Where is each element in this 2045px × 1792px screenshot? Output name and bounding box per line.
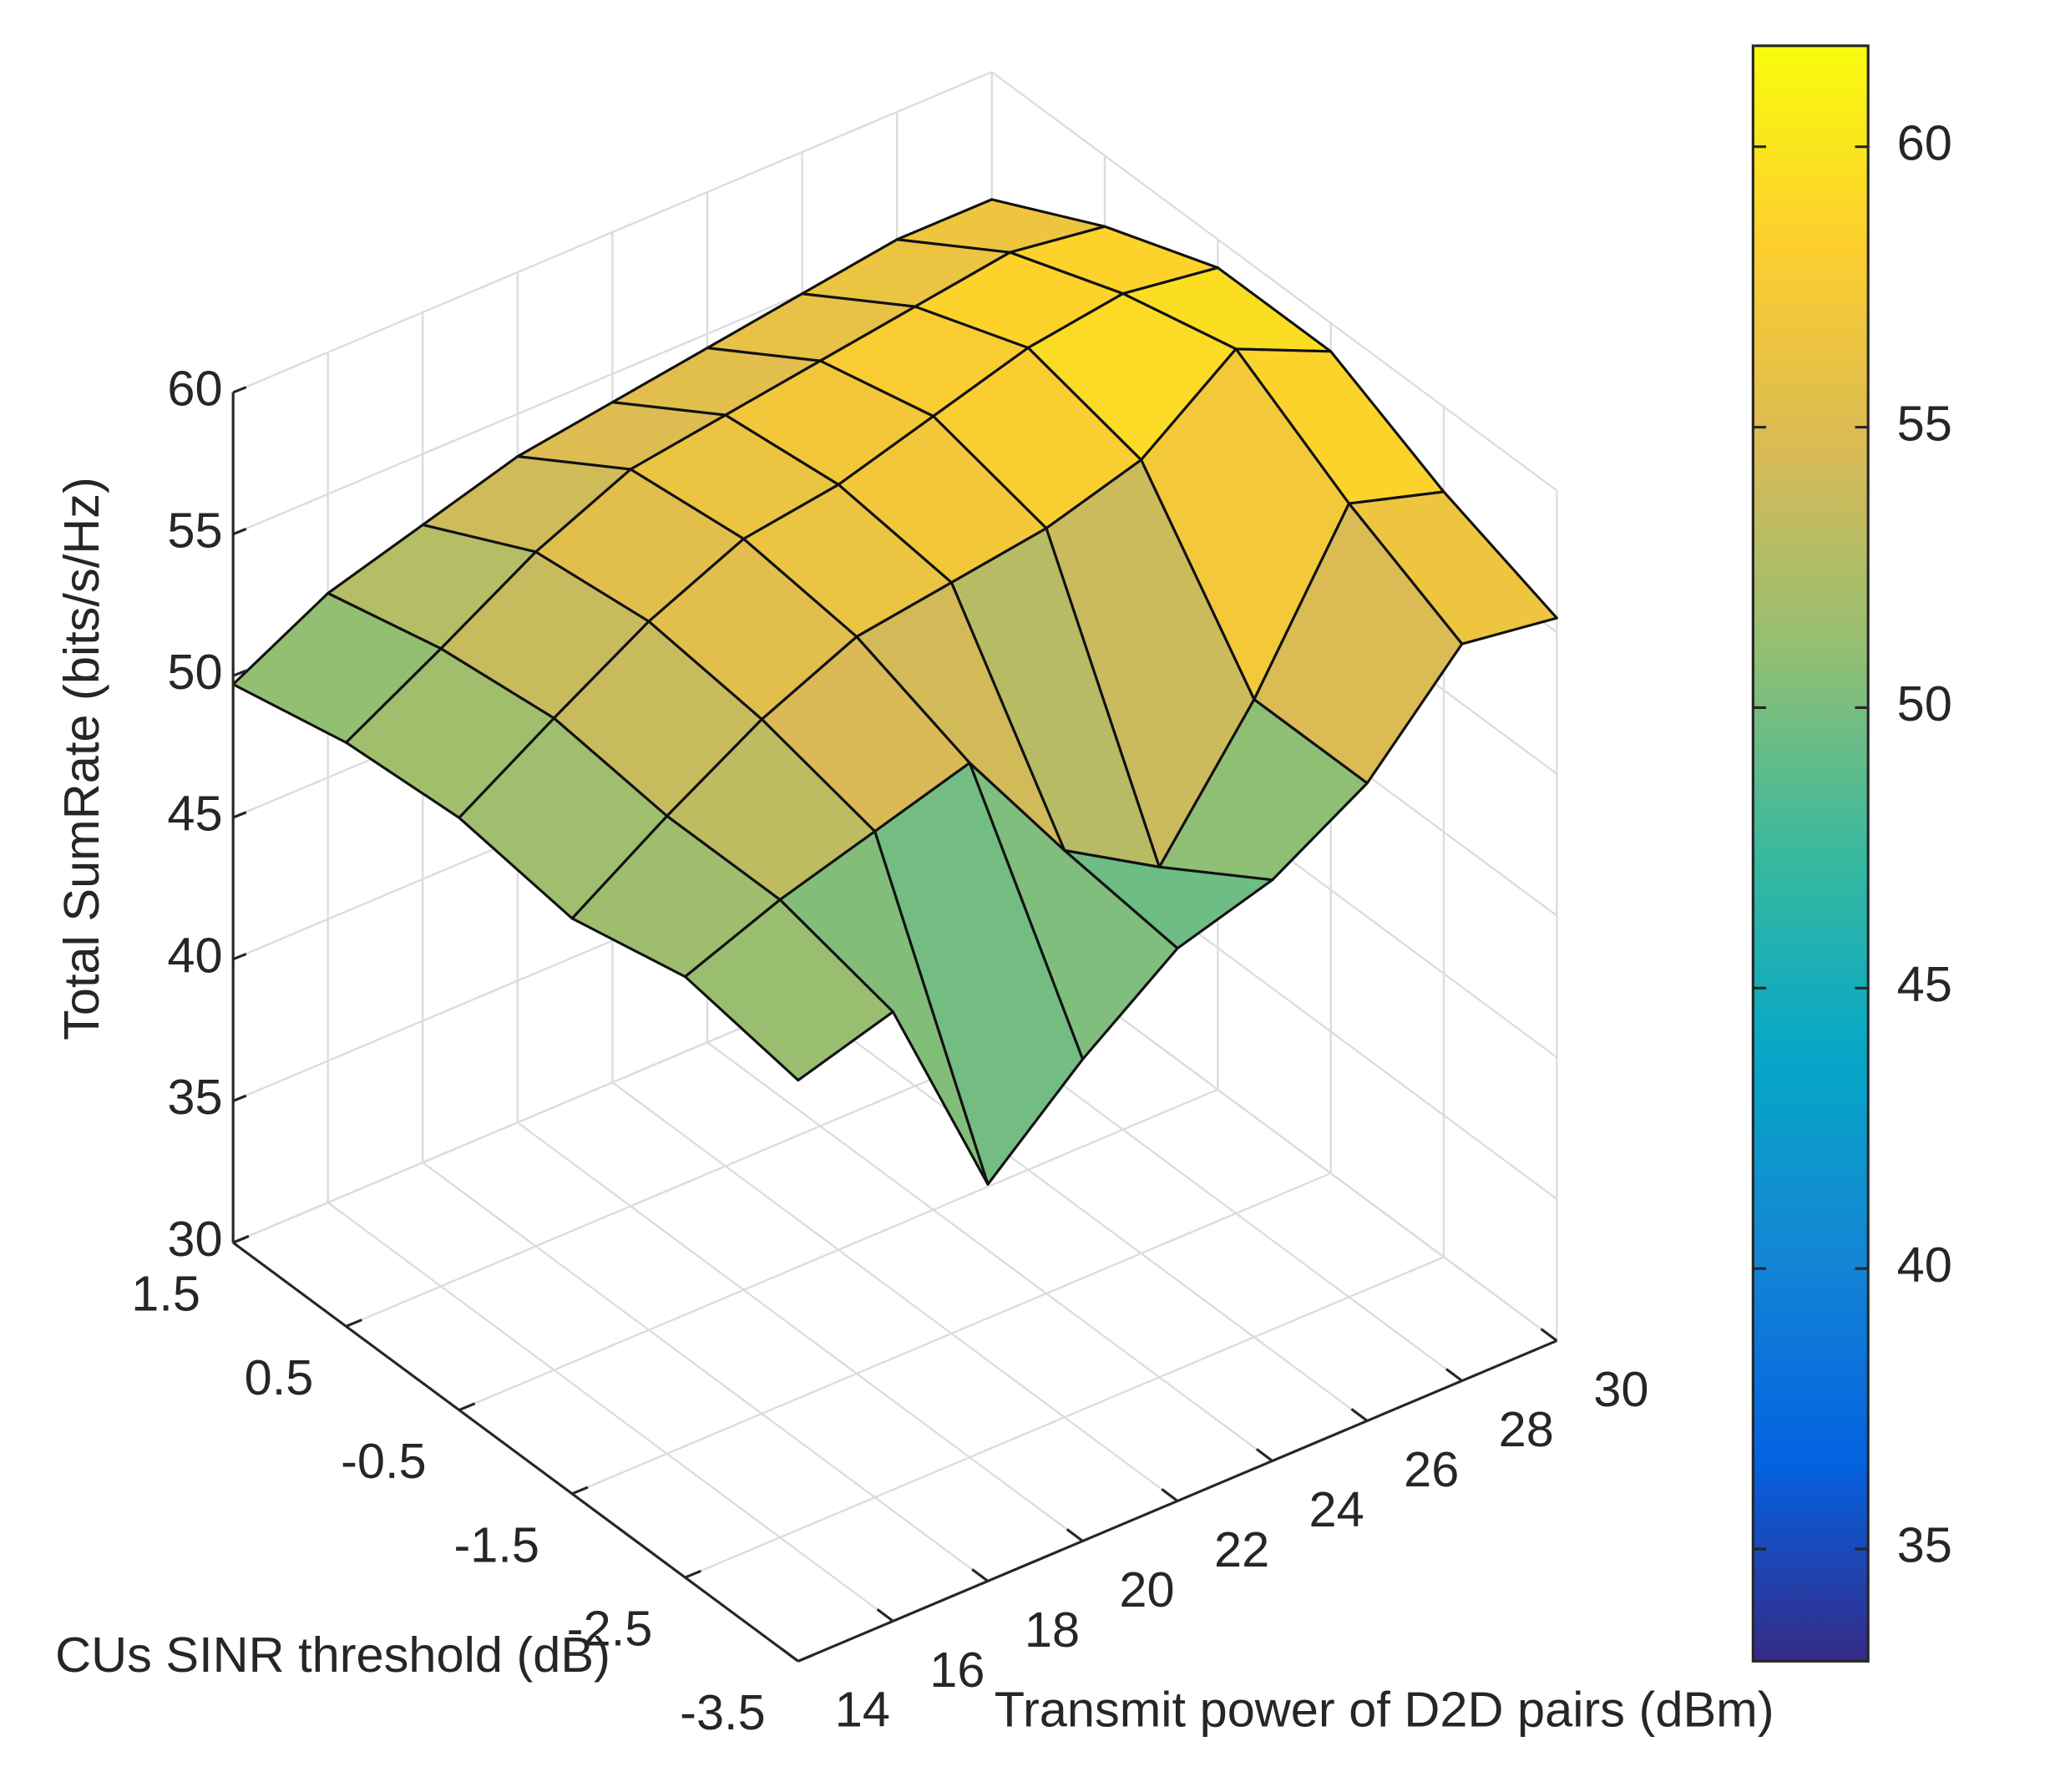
z-tick — [232, 952, 247, 961]
colorbar-tick-label: 45 — [1897, 956, 1952, 1012]
x-tick — [971, 1568, 989, 1582]
x-tick-label: 24 — [1309, 1481, 1364, 1537]
x-tick-label: 28 — [1499, 1401, 1554, 1457]
colorbar-tick-label: 35 — [1897, 1517, 1952, 1573]
z-tick — [232, 669, 247, 677]
x-tick — [1066, 1528, 1084, 1542]
z-tick-label: 55 — [167, 502, 222, 558]
z-tick — [232, 1094, 247, 1102]
grid-line — [990, 71, 1558, 492]
colorbar-tick-label: 55 — [1897, 395, 1952, 451]
x-tick-label: 16 — [929, 1642, 985, 1698]
z-tick-label: 50 — [167, 644, 222, 700]
z-tick-label: 45 — [167, 786, 222, 842]
grid-line — [232, 71, 993, 394]
z-tick — [232, 527, 247, 536]
y-axis — [232, 1241, 799, 1663]
colorbar-scale — [1751, 44, 1870, 1663]
z-tick — [232, 386, 247, 394]
colorbar: 35 40 45 50 55 60 — [1751, 44, 1952, 1663]
x-tick — [782, 1648, 799, 1663]
x-tick-label: 20 — [1119, 1562, 1174, 1617]
x-tick — [1445, 1368, 1463, 1382]
grid-line — [706, 1041, 1273, 1462]
y-axis-label: CUs SINR threshold (dB) — [55, 1627, 610, 1683]
colorbar-tick-label: 60 — [1897, 114, 1952, 170]
x-tick-label: 30 — [1593, 1361, 1648, 1417]
z-tick — [232, 811, 247, 819]
y-tick — [571, 1486, 589, 1496]
axes: 30 35 40 45 50 55 60 1.5 0.5 -0.5 -1.5 -2.5 -3.5 14 16… — [131, 361, 1648, 1740]
x-axis-label: Transmit power of D2D pairs (dBm) — [995, 1682, 1774, 1738]
x-tick — [1350, 1408, 1369, 1422]
grid-line — [801, 1001, 1368, 1422]
surface — [231, 198, 1558, 1186]
x-tick-label: 18 — [1025, 1602, 1080, 1658]
x-tick-label: 14 — [835, 1682, 890, 1738]
z-tick-label: 40 — [167, 927, 222, 983]
y-tick — [684, 1569, 701, 1579]
y-tick — [797, 1653, 815, 1663]
grid-line — [458, 1088, 1218, 1411]
x-axis — [797, 1339, 1557, 1663]
z-tick-label: 35 — [167, 1069, 222, 1125]
colorbar-tick-label: 40 — [1897, 1237, 1952, 1293]
z-tick-label: 30 — [167, 1211, 222, 1267]
z-axis-label: Total SumRate (bits/s/Hz) — [53, 477, 109, 1040]
y-tick-label: -3.5 — [680, 1684, 766, 1740]
y-tick-label: -2.5 — [567, 1601, 653, 1657]
x-tick-label: 22 — [1214, 1521, 1269, 1577]
surface-cell — [683, 898, 894, 1082]
y-tick-label: -1.5 — [453, 1516, 539, 1572]
grid-line — [327, 1202, 894, 1622]
grid-line — [611, 1081, 1178, 1502]
y-tick-label: -0.5 — [341, 1433, 427, 1489]
y-tick — [458, 1402, 476, 1412]
x-tick — [876, 1608, 894, 1622]
y-tick-label: 0.5 — [245, 1349, 314, 1405]
z-tick-label: 60 — [167, 361, 222, 417]
grid-line — [685, 1256, 1445, 1579]
colorbar-tick-label: 50 — [1897, 676, 1952, 731]
x-tick — [1540, 1328, 1558, 1342]
y-tick — [232, 1234, 250, 1244]
x-tick — [1255, 1448, 1273, 1462]
x-tick — [1161, 1488, 1179, 1502]
y-tick — [345, 1319, 362, 1328]
grid-line — [422, 1162, 989, 1582]
grid-line — [571, 1172, 1332, 1495]
x-tick-label: 26 — [1404, 1441, 1459, 1497]
grid-line — [517, 1121, 1084, 1542]
y-tick-label: 1.5 — [131, 1266, 200, 1322]
